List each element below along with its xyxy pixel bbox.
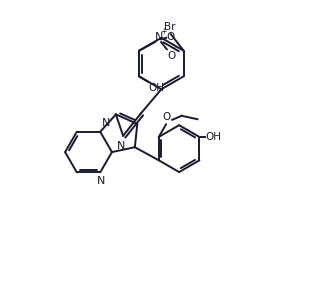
- Text: +: +: [160, 27, 167, 36]
- Text: N: N: [155, 32, 164, 42]
- Text: N: N: [97, 176, 105, 186]
- Text: OH: OH: [149, 83, 165, 93]
- Text: O: O: [167, 51, 176, 61]
- Text: OH: OH: [206, 132, 222, 142]
- Text: N: N: [117, 141, 126, 151]
- Text: Br: Br: [164, 22, 175, 32]
- Text: N: N: [102, 118, 110, 128]
- Text: ⁻: ⁻: [172, 45, 177, 54]
- Text: O: O: [162, 112, 171, 122]
- Text: O: O: [167, 32, 175, 42]
